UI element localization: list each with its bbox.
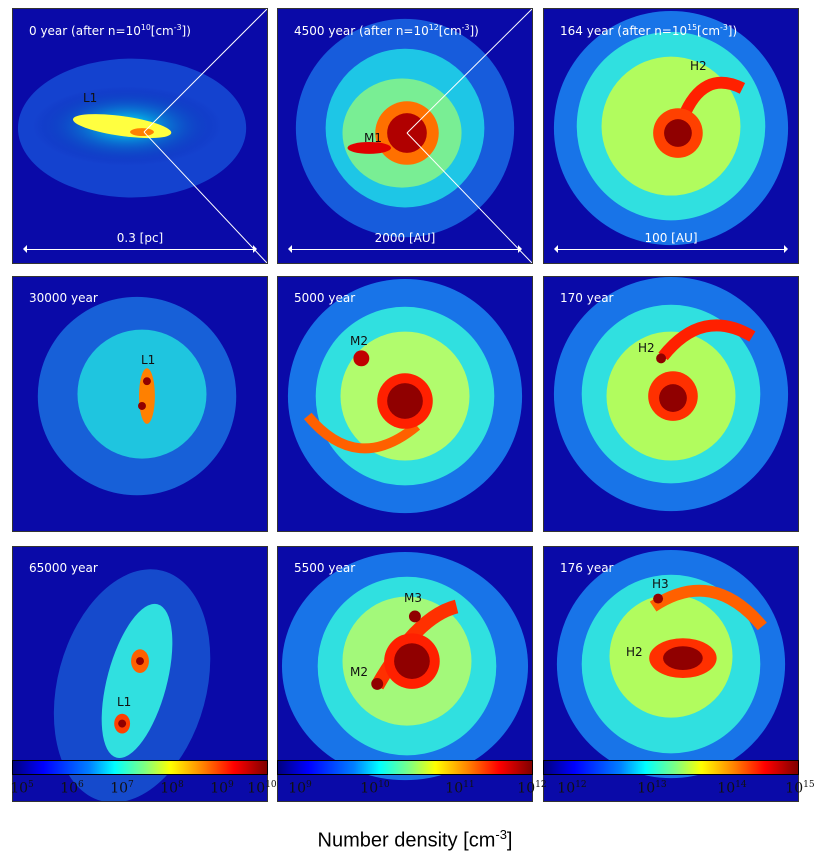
colorbar-mid <box>277 760 533 775</box>
object-label: M2 <box>350 334 368 348</box>
scale-bar <box>554 245 788 253</box>
object-label: H2 <box>638 341 655 355</box>
panel-title: 65000 year <box>29 561 98 575</box>
panel-title: 4500 year (after n=1012[cm-3]) <box>294 23 479 38</box>
panel-mid-5500-year: 5500 year M3 M2 <box>277 546 533 802</box>
colorbar-tick: 1012 <box>517 780 547 797</box>
scale-bar <box>288 245 522 253</box>
panel-title: 176 year <box>560 561 614 575</box>
object-label: L1 <box>117 695 132 709</box>
panel-title: 5000 year <box>294 291 356 305</box>
object-label: M1 <box>364 131 382 145</box>
colorbar-tick: 1012 <box>557 780 587 797</box>
colorbar-tick: 1015 <box>785 780 815 797</box>
panel-mid-5000-year: 5000 year M2 <box>277 276 533 532</box>
colorbar-tick: 106 <box>60 780 84 797</box>
colorbar-low <box>12 760 268 775</box>
scale-bar <box>23 245 257 253</box>
panel-title: 0 year (after n=1010[cm-3]) <box>29 23 191 38</box>
colorbar-tick: 1014 <box>717 780 747 797</box>
object-label: M2 <box>350 665 368 679</box>
object-label: L1 <box>83 91 98 105</box>
object-label: H3 <box>652 577 669 591</box>
panel-title: 164 year (after n=1015[cm-3]) <box>560 23 738 38</box>
colorbar-tick: 107 <box>110 780 134 797</box>
colorbar-tick: 1011 <box>445 780 475 797</box>
panel-title: 30000 year <box>29 291 98 305</box>
object-label: H2 <box>690 59 707 73</box>
colorbar-tick: 1010 <box>360 780 390 797</box>
colorbar-tick: 109 <box>288 780 312 797</box>
object-label: H2 <box>626 645 643 659</box>
colorbar-tick: 105 <box>10 780 34 797</box>
scale-text: 100 [AU] <box>644 231 698 245</box>
object-label: L1 <box>141 353 156 367</box>
scale-text: 0.3 [pc] <box>116 231 164 245</box>
panel-title: 170 year <box>560 291 614 305</box>
colorbar-high <box>543 760 799 775</box>
colorbar-tick: 108 <box>160 780 184 797</box>
colorbar-tick: 1013 <box>637 780 667 797</box>
object-label: M3 <box>404 591 422 605</box>
colorbar-tick: 1010 <box>247 780 277 797</box>
panel-low-65000-year: 65000 year L1 <box>12 546 268 802</box>
colorbar-tick: 109 <box>210 780 234 797</box>
panel-high-170-year: 170 year H2 <box>543 276 799 532</box>
panel-high-164-year: 164 year (after n=1015[cm-3]) H2 100 [AU… <box>543 8 799 264</box>
panel-low-0-year: 0 year (after n=1010[cm-3]) L1 0.3 [pc] <box>12 8 268 264</box>
colorbar-label: Number density [cm-3] <box>317 827 513 852</box>
panel-high-176-year: 176 year H3 H2 <box>543 546 799 802</box>
panel-low-30000-year: 30000 year L1 <box>12 276 268 532</box>
panel-title: 5500 year <box>294 561 356 575</box>
scale-text: 2000 [AU] <box>374 231 436 245</box>
panel-mid-4500-year: 4500 year (after n=1012[cm-3]) M1 2000 [… <box>277 8 533 264</box>
